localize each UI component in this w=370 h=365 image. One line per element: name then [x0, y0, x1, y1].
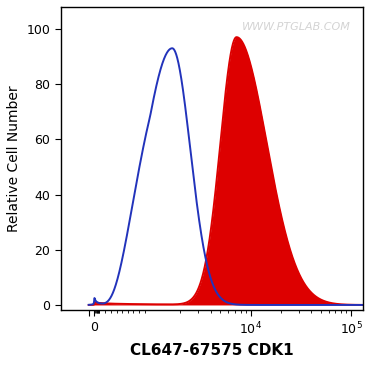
Y-axis label: Relative Cell Number: Relative Cell Number [7, 85, 21, 232]
Text: WWW.PTGLAB.COM: WWW.PTGLAB.COM [242, 22, 351, 32]
X-axis label: CL647-67575 CDK1: CL647-67575 CDK1 [130, 343, 293, 358]
